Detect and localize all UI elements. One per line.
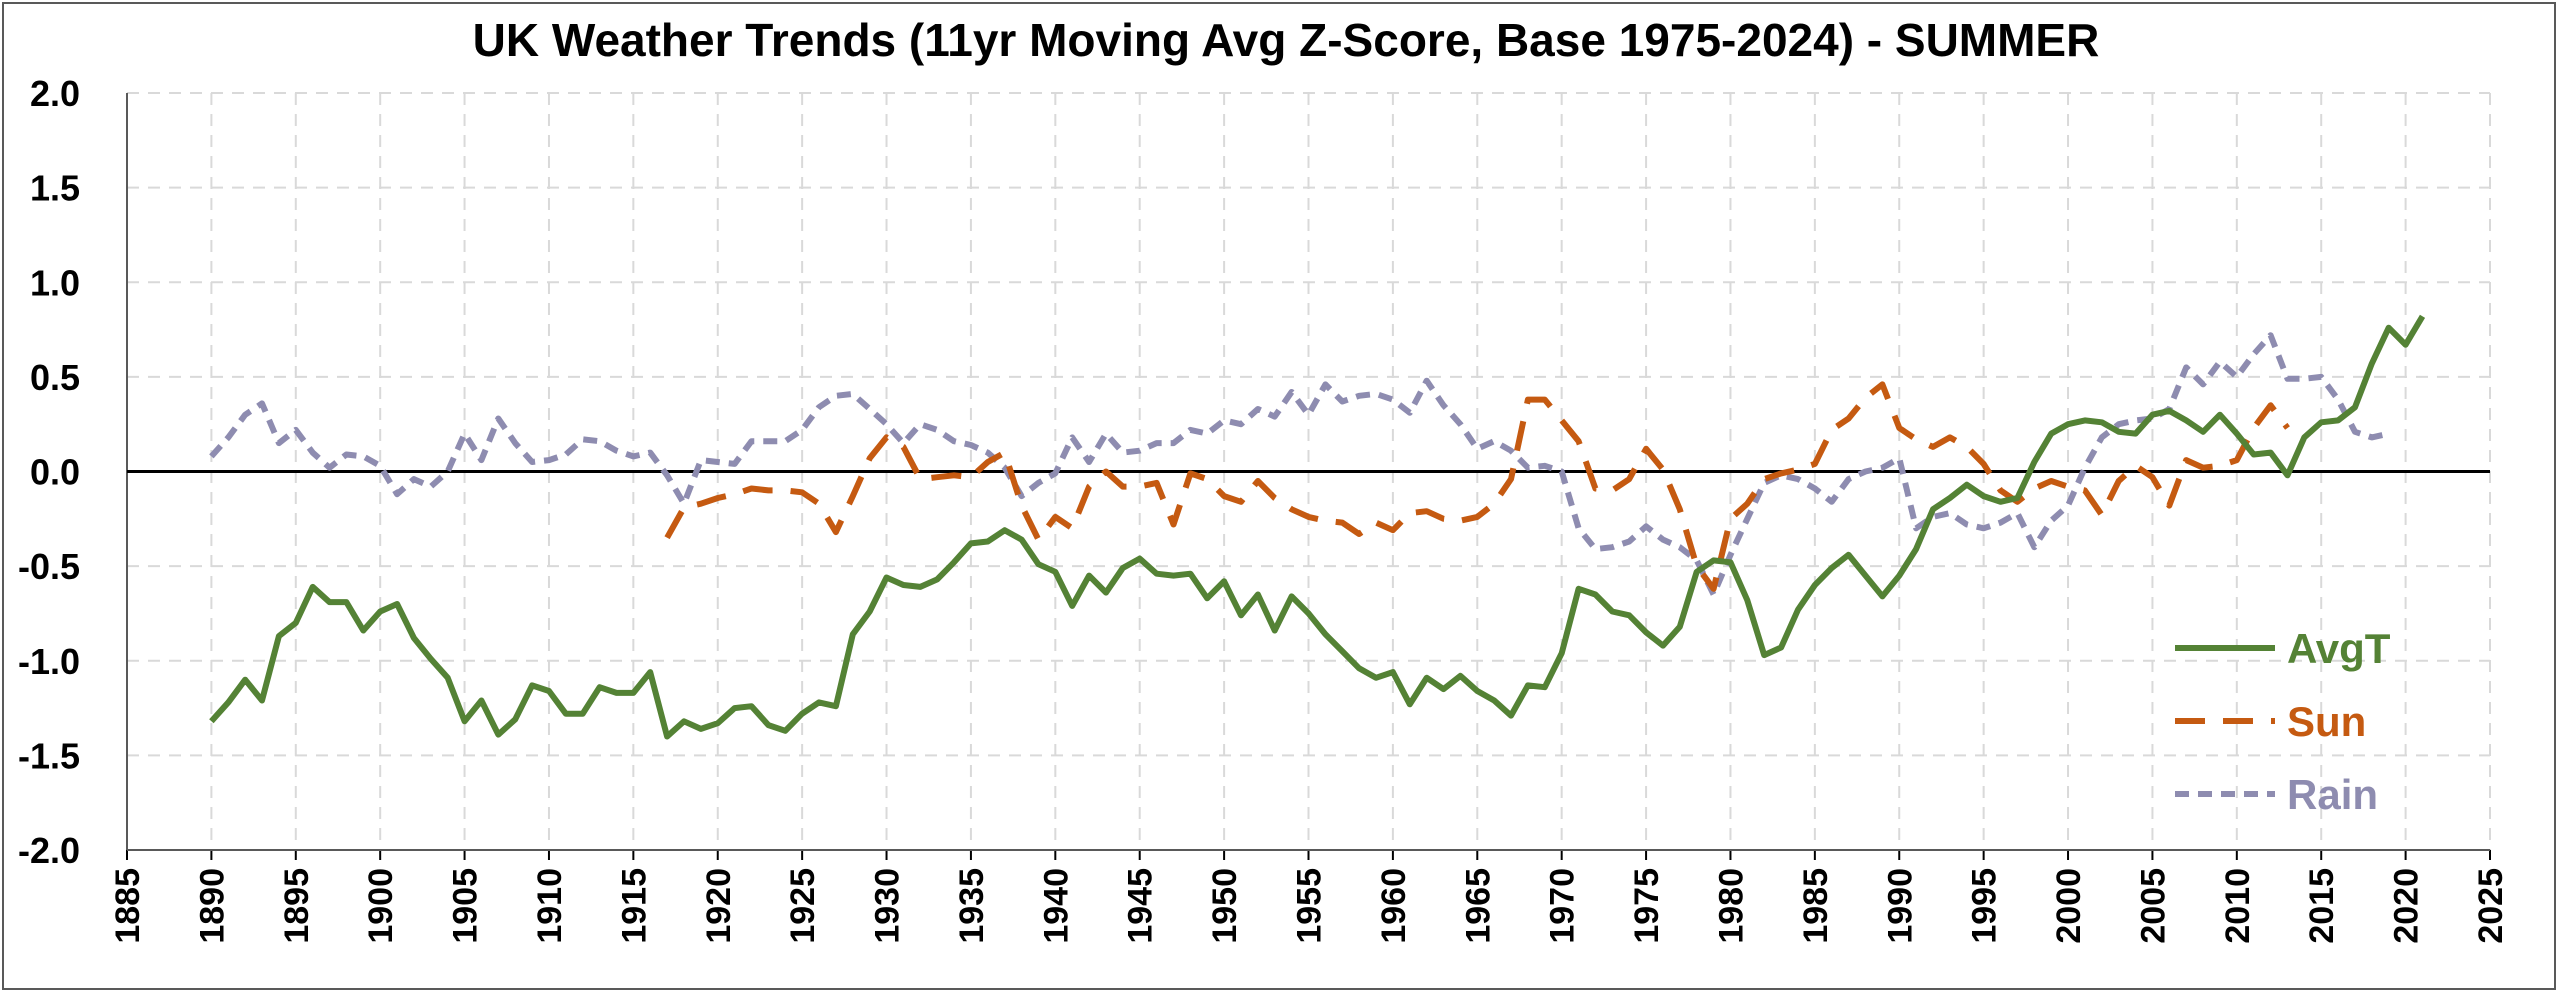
x-tick-label: 2005 [2134,868,2172,944]
series-line-sun [664,381,2290,592]
y-tick-label: 0.5 [30,357,80,398]
x-tick-label: 1965 [1459,868,1497,944]
chart-title: UK Weather Trends (11yr Moving Avg Z-Sco… [473,14,2100,66]
x-tick-label: 2020 [2388,868,2426,944]
x-tick-label: 1950 [1206,868,1244,944]
x-tick-label: 2000 [2050,868,2088,944]
series-line-rain [209,332,2390,598]
y-tick-label: -1.0 [18,641,80,682]
x-tick-label: 1905 [447,868,485,944]
y-tick-label: 1.5 [30,168,80,209]
x-tick-label: 1990 [1881,868,1919,944]
x-tick-label: 1895 [278,868,316,944]
x-tick-label: 1970 [1544,868,1582,944]
series-line-avgt [209,314,2426,740]
y-tick-label: -0.5 [18,546,80,587]
legend-label-rain: Rain [2287,771,2378,818]
x-tick-label: 1940 [1037,868,1075,944]
x-tick-label: 1890 [193,868,231,944]
series-lines [209,314,2426,740]
x-tick-label: 2025 [2472,868,2510,944]
x-tick-label: 1980 [1712,868,1750,944]
x-tick-label: 1915 [615,868,653,944]
y-tick-label: -2.0 [18,830,80,871]
y-axis-tick-labels: 2.0 1.5 1.0 0.5 0.0 -0.5 -1.0 -1.5 -2.0 [18,73,80,871]
x-tick-label: 1945 [1122,868,1160,944]
x-tick-label: 2010 [2219,868,2257,944]
x-tick-label: 1930 [869,868,907,944]
y-tick-label: 1.0 [30,262,80,303]
x-tick-label: 1985 [1797,868,1835,944]
y-tick-label: 0.0 [30,452,80,493]
y-tick-label: 2.0 [30,73,80,114]
axes [126,93,2491,860]
legend-label-avgt: AvgT [2287,625,2391,672]
x-tick-label: 1925 [784,868,822,944]
x-tick-label: 1975 [1628,868,1666,944]
y-tick-label: -1.5 [18,735,80,776]
x-tick-label: 1935 [953,868,991,944]
x-tick-label: 1885 [109,868,147,944]
x-tick-label: 1960 [1375,868,1413,944]
x-tick-label: 1995 [1966,868,2004,944]
x-tick-label: 1955 [1291,868,1329,944]
x-tick-label: 2015 [2303,868,2341,944]
legend-label-sun: Sun [2287,698,2366,745]
x-axis-tick-labels: 1885 1890 1895 1900 1905 1910 1915 1920 1925 1930… [109,868,2510,944]
legend: AvgT Sun Rain [2175,625,2391,818]
x-tick-label: 1910 [531,868,569,944]
x-tick-label: 1920 [700,868,738,944]
x-tick-label: 1900 [362,868,400,944]
